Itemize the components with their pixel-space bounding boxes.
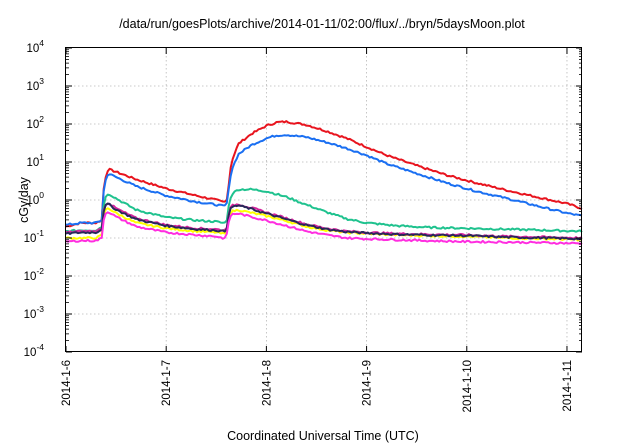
chart-title: /data/run/goesPlots/archive/2014-01-11/0… (119, 17, 525, 31)
y-axis-label: cGy/day (17, 176, 31, 223)
series-line-1 (65, 120, 583, 228)
axis-ticks (65, 47, 582, 353)
y-tick-label: 10-2 (24, 266, 45, 283)
y-tick-label: 104 (26, 38, 44, 55)
x-tick-label: 2014-1-6 (61, 360, 73, 406)
x-tick-label: 2014-1-8 (261, 360, 273, 406)
y-tick-label: 103 (26, 76, 44, 93)
series-line-7 (65, 211, 583, 246)
x-tick-label: 2014-1-7 (161, 360, 173, 406)
x-tick-labels: 2014-1-6 2014-1-7 2014-1-8 2014-1-9 2014-1-1… (61, 360, 574, 412)
series-line-6 (65, 202, 583, 241)
y-tick-label: 102 (26, 114, 44, 131)
x-tick-label: 2014-1-9 (362, 360, 374, 406)
x-axis-label: Coordinated Universal Time (UTC) (227, 429, 419, 443)
series-lines (65, 120, 583, 246)
y-tick-label: 10-3 (24, 304, 45, 321)
y-tick-label: 10-1 (24, 228, 45, 245)
y-tick-label: 10-4 (24, 342, 45, 359)
plot-frame (65, 47, 582, 352)
y-tick-label: 101 (26, 152, 44, 169)
y-tick-labels: 10-4 10-3 10-2 10-1 100 101 102 103 104 (24, 38, 45, 359)
x-tick-label: 2014-1-11 (562, 360, 574, 412)
series-line-2 (65, 134, 583, 226)
x-tick-label: 2014-1-10 (462, 360, 474, 412)
grid (66, 48, 582, 352)
series-line-3 (66, 187, 583, 233)
y-tick-label: 100 (26, 190, 44, 207)
